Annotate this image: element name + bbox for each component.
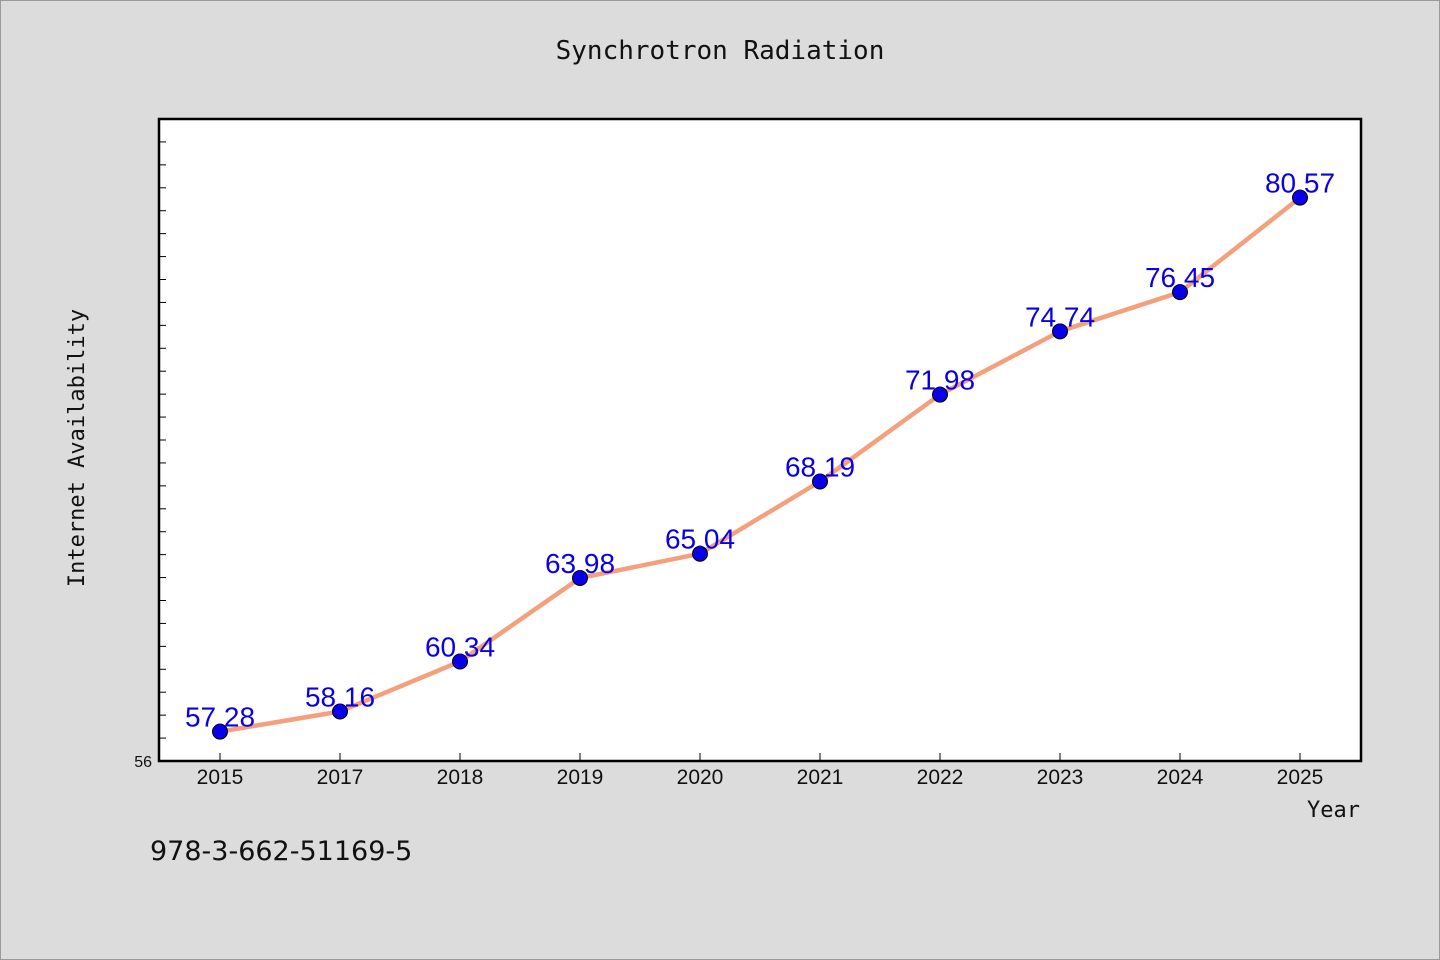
data-point [212, 723, 228, 740]
x-tick-label: 2019 [557, 766, 604, 789]
series-line-group [217, 195, 1303, 734]
x-tick-label: 2025 [1277, 766, 1324, 789]
data-point [812, 473, 828, 490]
data-point [692, 545, 708, 562]
x-axis-label: Year [1307, 798, 1360, 823]
data-label: 58.16 [305, 681, 375, 712]
x-tick-label: 2024 [1157, 766, 1204, 789]
x-tick-label: 2022 [917, 766, 964, 789]
y-axis-label: Internet Availability [65, 309, 90, 587]
x-tick-label: 2021 [797, 766, 844, 789]
data-label: 80.57 [1265, 168, 1335, 199]
data-label: 57.28 [185, 702, 255, 733]
series-line [217, 195, 1303, 734]
data-label: 68.19 [785, 452, 855, 483]
data-point [1052, 323, 1068, 340]
chart-title: Synchrotron Radiation [555, 36, 885, 66]
data-label: 71.98 [905, 365, 975, 396]
data-point [452, 653, 468, 670]
isbn-code: 978-3-662-51169-5 [150, 836, 413, 867]
series-points-group [212, 189, 1308, 740]
data-label: 65.04 [665, 524, 735, 555]
x-axis-tick-labels: 2015 2017 2018 2019 2020 2021 2022 2023 2024 2025 [197, 766, 1324, 789]
data-point [932, 386, 948, 403]
data-point [332, 703, 348, 720]
x-tick-label: 2017 [317, 766, 364, 789]
x-tick-label: 2018 [437, 766, 484, 789]
data-labels-group: 57.28 58.16 60.34 63.98 65.04 68.19 71.98 74.74… [185, 168, 1335, 733]
x-axis-ticks [219, 753, 1301, 761]
data-point [572, 570, 588, 587]
data-label: 60.34 [425, 631, 495, 662]
data-point [1172, 284, 1188, 301]
x-tick-label: 2015 [197, 766, 244, 789]
data-label: 74.74 [1025, 301, 1095, 332]
plot-area [157, 117, 1363, 763]
data-label: 76.45 [1145, 262, 1215, 293]
data-point [1292, 189, 1308, 206]
y-tick-label-56: 56 [134, 754, 152, 771]
y-axis-minor-ticks [159, 141, 166, 739]
data-label: 63.98 [545, 548, 615, 579]
x-tick-label: 2020 [677, 766, 724, 789]
x-tick-label: 2023 [1037, 766, 1084, 789]
